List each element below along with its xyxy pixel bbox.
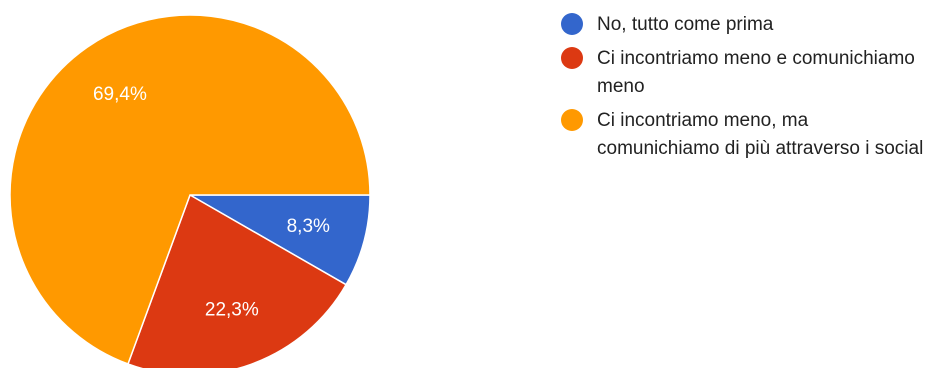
legend-item-meet-less-communicate-more[interactable]: Ci incontriamo meno, ma comunichiamo di … [561, 107, 935, 163]
legend-label: Ci incontriamo meno, ma comunichiamo di … [597, 110, 924, 159]
legend-label: No, tutto come prima [597, 14, 774, 35]
legend-swatch-blue [561, 13, 583, 35]
pie-chart: 8,3% 22,3% 69,4% [9, 14, 371, 368]
slice-value-label-1: 22,3% [205, 300, 259, 321]
legend-label: Ci incontriamo meno e comunichiamo meno [597, 48, 915, 97]
legend-item-meet-less-communicate-less[interactable]: Ci incontriamo meno e comunichiamo meno [561, 45, 935, 101]
legend-item-no-change[interactable]: No, tutto come prima [561, 11, 935, 39]
legend-swatch-orange [561, 109, 583, 131]
legend-swatch-red [561, 47, 583, 69]
legend: No, tutto come prima Ci incontriamo meno… [561, 11, 935, 169]
pie-slice-0[interactable] [187, 194, 371, 286]
pie-slice-1[interactable] [127, 193, 348, 368]
slice-value-label-0: 8,3% [287, 216, 330, 237]
pie-slice-2[interactable] [9, 14, 371, 365]
slice-value-label-2: 69,4% [93, 84, 147, 105]
